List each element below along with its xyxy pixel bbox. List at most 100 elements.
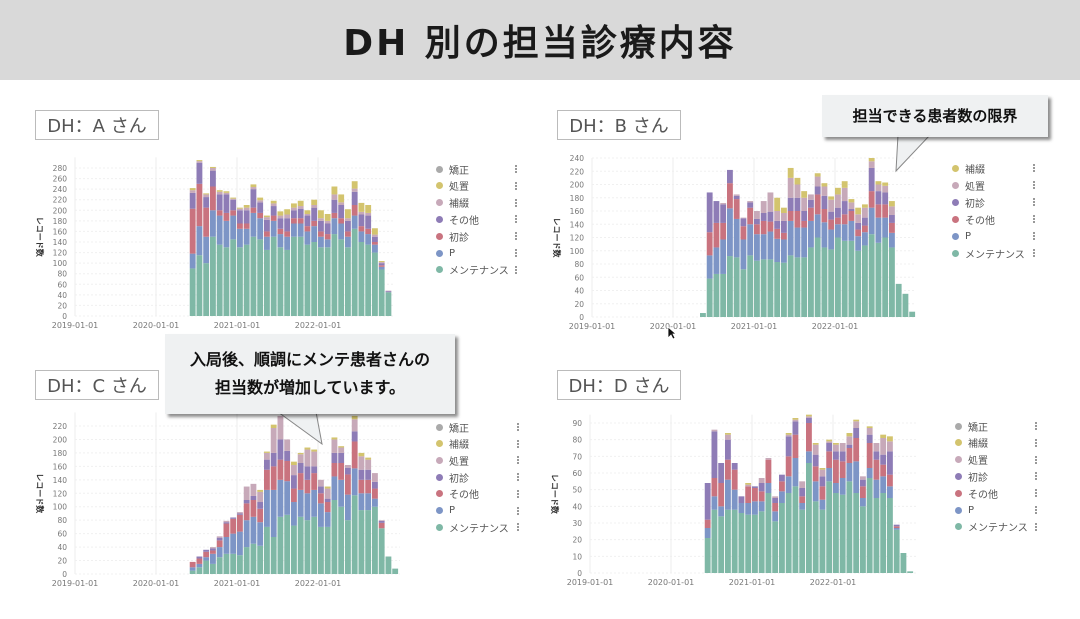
legend-more-icon[interactable]	[1033, 180, 1035, 190]
bar-segment-series-3	[385, 291, 392, 293]
bar-segment-series-5	[792, 418, 799, 420]
bar-segment-series-3	[704, 483, 711, 520]
legend-more-icon[interactable]	[1035, 455, 1037, 465]
y-tick-label: 240	[570, 154, 585, 163]
legend-more-icon[interactable]	[1035, 505, 1037, 515]
legend-more-icon[interactable]	[517, 439, 519, 449]
bar-segment-series-2	[868, 191, 875, 208]
legend-more-icon[interactable]	[1035, 522, 1037, 532]
legend-more-icon[interactable]	[517, 489, 519, 499]
legend-more-icon[interactable]	[515, 265, 517, 275]
bar-segment-maintenance	[814, 237, 821, 317]
bar-segment-series-3	[318, 486, 324, 494]
legend-label: 初診	[968, 472, 988, 484]
bar-segment-series-5	[331, 437, 338, 440]
legend-more-icon[interactable]	[515, 164, 517, 174]
bar-segment-series-4	[351, 188, 358, 192]
bar-segment-series-1	[826, 468, 833, 482]
legend-more-icon[interactable]	[517, 422, 519, 432]
x-tick-label: 2020-01-01	[648, 578, 695, 587]
legend-more-icon[interactable]	[517, 455, 519, 465]
bar-segment-maintenance	[833, 493, 839, 573]
bar-segment-series-2	[833, 459, 839, 483]
bar-segment-series-5	[297, 200, 304, 207]
y-tick-label: 70	[572, 452, 582, 461]
legend-dot-icon	[436, 423, 443, 431]
bar-segment-maintenance	[706, 278, 713, 317]
bar-segment-series-3	[243, 500, 250, 504]
y-tick-label: 120	[53, 489, 68, 498]
bar-segment-series-2	[189, 208, 196, 254]
bar-segment-maintenance	[351, 495, 358, 574]
legend-more-icon[interactable]	[515, 198, 517, 208]
bar-segment-maintenance	[210, 236, 216, 316]
bar-segment-maintenance	[270, 537, 277, 574]
bar-segment-maintenance	[819, 509, 826, 573]
legend-more-icon[interactable]	[1035, 471, 1037, 481]
bar-segment-series-3	[223, 194, 230, 213]
bar-segment-series-5	[868, 158, 875, 162]
legend-more-icon[interactable]	[515, 181, 517, 191]
bar-segment-series-3	[706, 192, 713, 233]
bar-segment-series-1	[264, 489, 270, 527]
bar-segment-series-5	[781, 207, 787, 213]
bar-segment-series-4	[243, 207, 250, 211]
bar-segment-series-4	[291, 465, 297, 476]
legend-more-icon[interactable]	[1033, 231, 1035, 241]
bar-segment-maintenance	[270, 236, 277, 316]
y-tick-label: 100	[53, 259, 68, 268]
bar-segment-series-2	[324, 502, 331, 513]
bar-segment-series-3	[713, 201, 720, 223]
y-tick-label: 140	[53, 476, 68, 485]
legend-more-icon[interactable]	[517, 506, 519, 516]
legend-more-icon[interactable]	[515, 248, 517, 258]
legend-more-icon[interactable]	[1033, 248, 1035, 258]
bar-segment-series-2	[223, 523, 230, 537]
bar-segment-series-1	[711, 496, 718, 510]
bar-segment-series-5	[351, 181, 358, 189]
legend-more-icon[interactable]	[1033, 197, 1035, 207]
legend-more-icon[interactable]	[515, 231, 517, 241]
bar-segment-series-1	[257, 218, 264, 240]
bar-segment-maintenance	[257, 239, 264, 316]
bar-segment-series-1	[889, 232, 895, 248]
bar-segment-series-2	[713, 222, 720, 248]
legend-more-icon[interactable]	[1033, 214, 1035, 224]
bar-segment-series-1	[752, 501, 758, 515]
bar-segment-series-3	[787, 197, 794, 211]
bar-segment-series-2	[826, 451, 833, 468]
legend-more-icon[interactable]	[1035, 438, 1037, 448]
bar-segment-maintenance	[331, 234, 338, 316]
legend-more-icon[interactable]	[1035, 421, 1037, 431]
legend-more-icon[interactable]	[515, 214, 517, 224]
legend-more-icon[interactable]	[517, 472, 519, 482]
legend-label: メンテナンス	[968, 523, 1028, 535]
y-tick-label: 20	[574, 300, 584, 309]
bar-segment-series-3	[855, 222, 862, 230]
bar-segment-series-3	[237, 513, 243, 515]
bar-segment-series-2	[752, 488, 758, 502]
bar-segment-series-2	[880, 464, 887, 477]
bar-segment-series-4	[270, 203, 277, 207]
legend-dot-icon	[436, 490, 443, 498]
bar-segment-series-4	[812, 444, 819, 455]
bar-segment-series-1	[893, 528, 900, 530]
legend-more-icon[interactable]	[517, 522, 519, 532]
bar-segment-series-5	[889, 201, 895, 207]
bar-segment-series-4	[774, 211, 781, 221]
legend-label: 補綴	[965, 164, 985, 176]
legend-more-icon[interactable]	[1033, 163, 1035, 173]
bar-segment-series-1	[216, 215, 223, 245]
legend-more-icon[interactable]	[1035, 488, 1037, 498]
bar-segment-series-4	[785, 434, 792, 437]
bar-segment-series-4	[882, 185, 889, 193]
bar-segment-series-1	[378, 266, 385, 270]
bar-segment-maintenance	[758, 511, 765, 573]
bar-segment-maintenance	[731, 509, 738, 573]
legend-label: メンテナンス	[449, 266, 509, 278]
bar-segment-maintenance	[882, 237, 889, 317]
bar-segment-series-1	[779, 491, 785, 503]
y-tick-label: 40	[574, 287, 584, 296]
bar-segment-series-4	[754, 211, 760, 219]
bar-segment-series-2	[237, 514, 243, 532]
